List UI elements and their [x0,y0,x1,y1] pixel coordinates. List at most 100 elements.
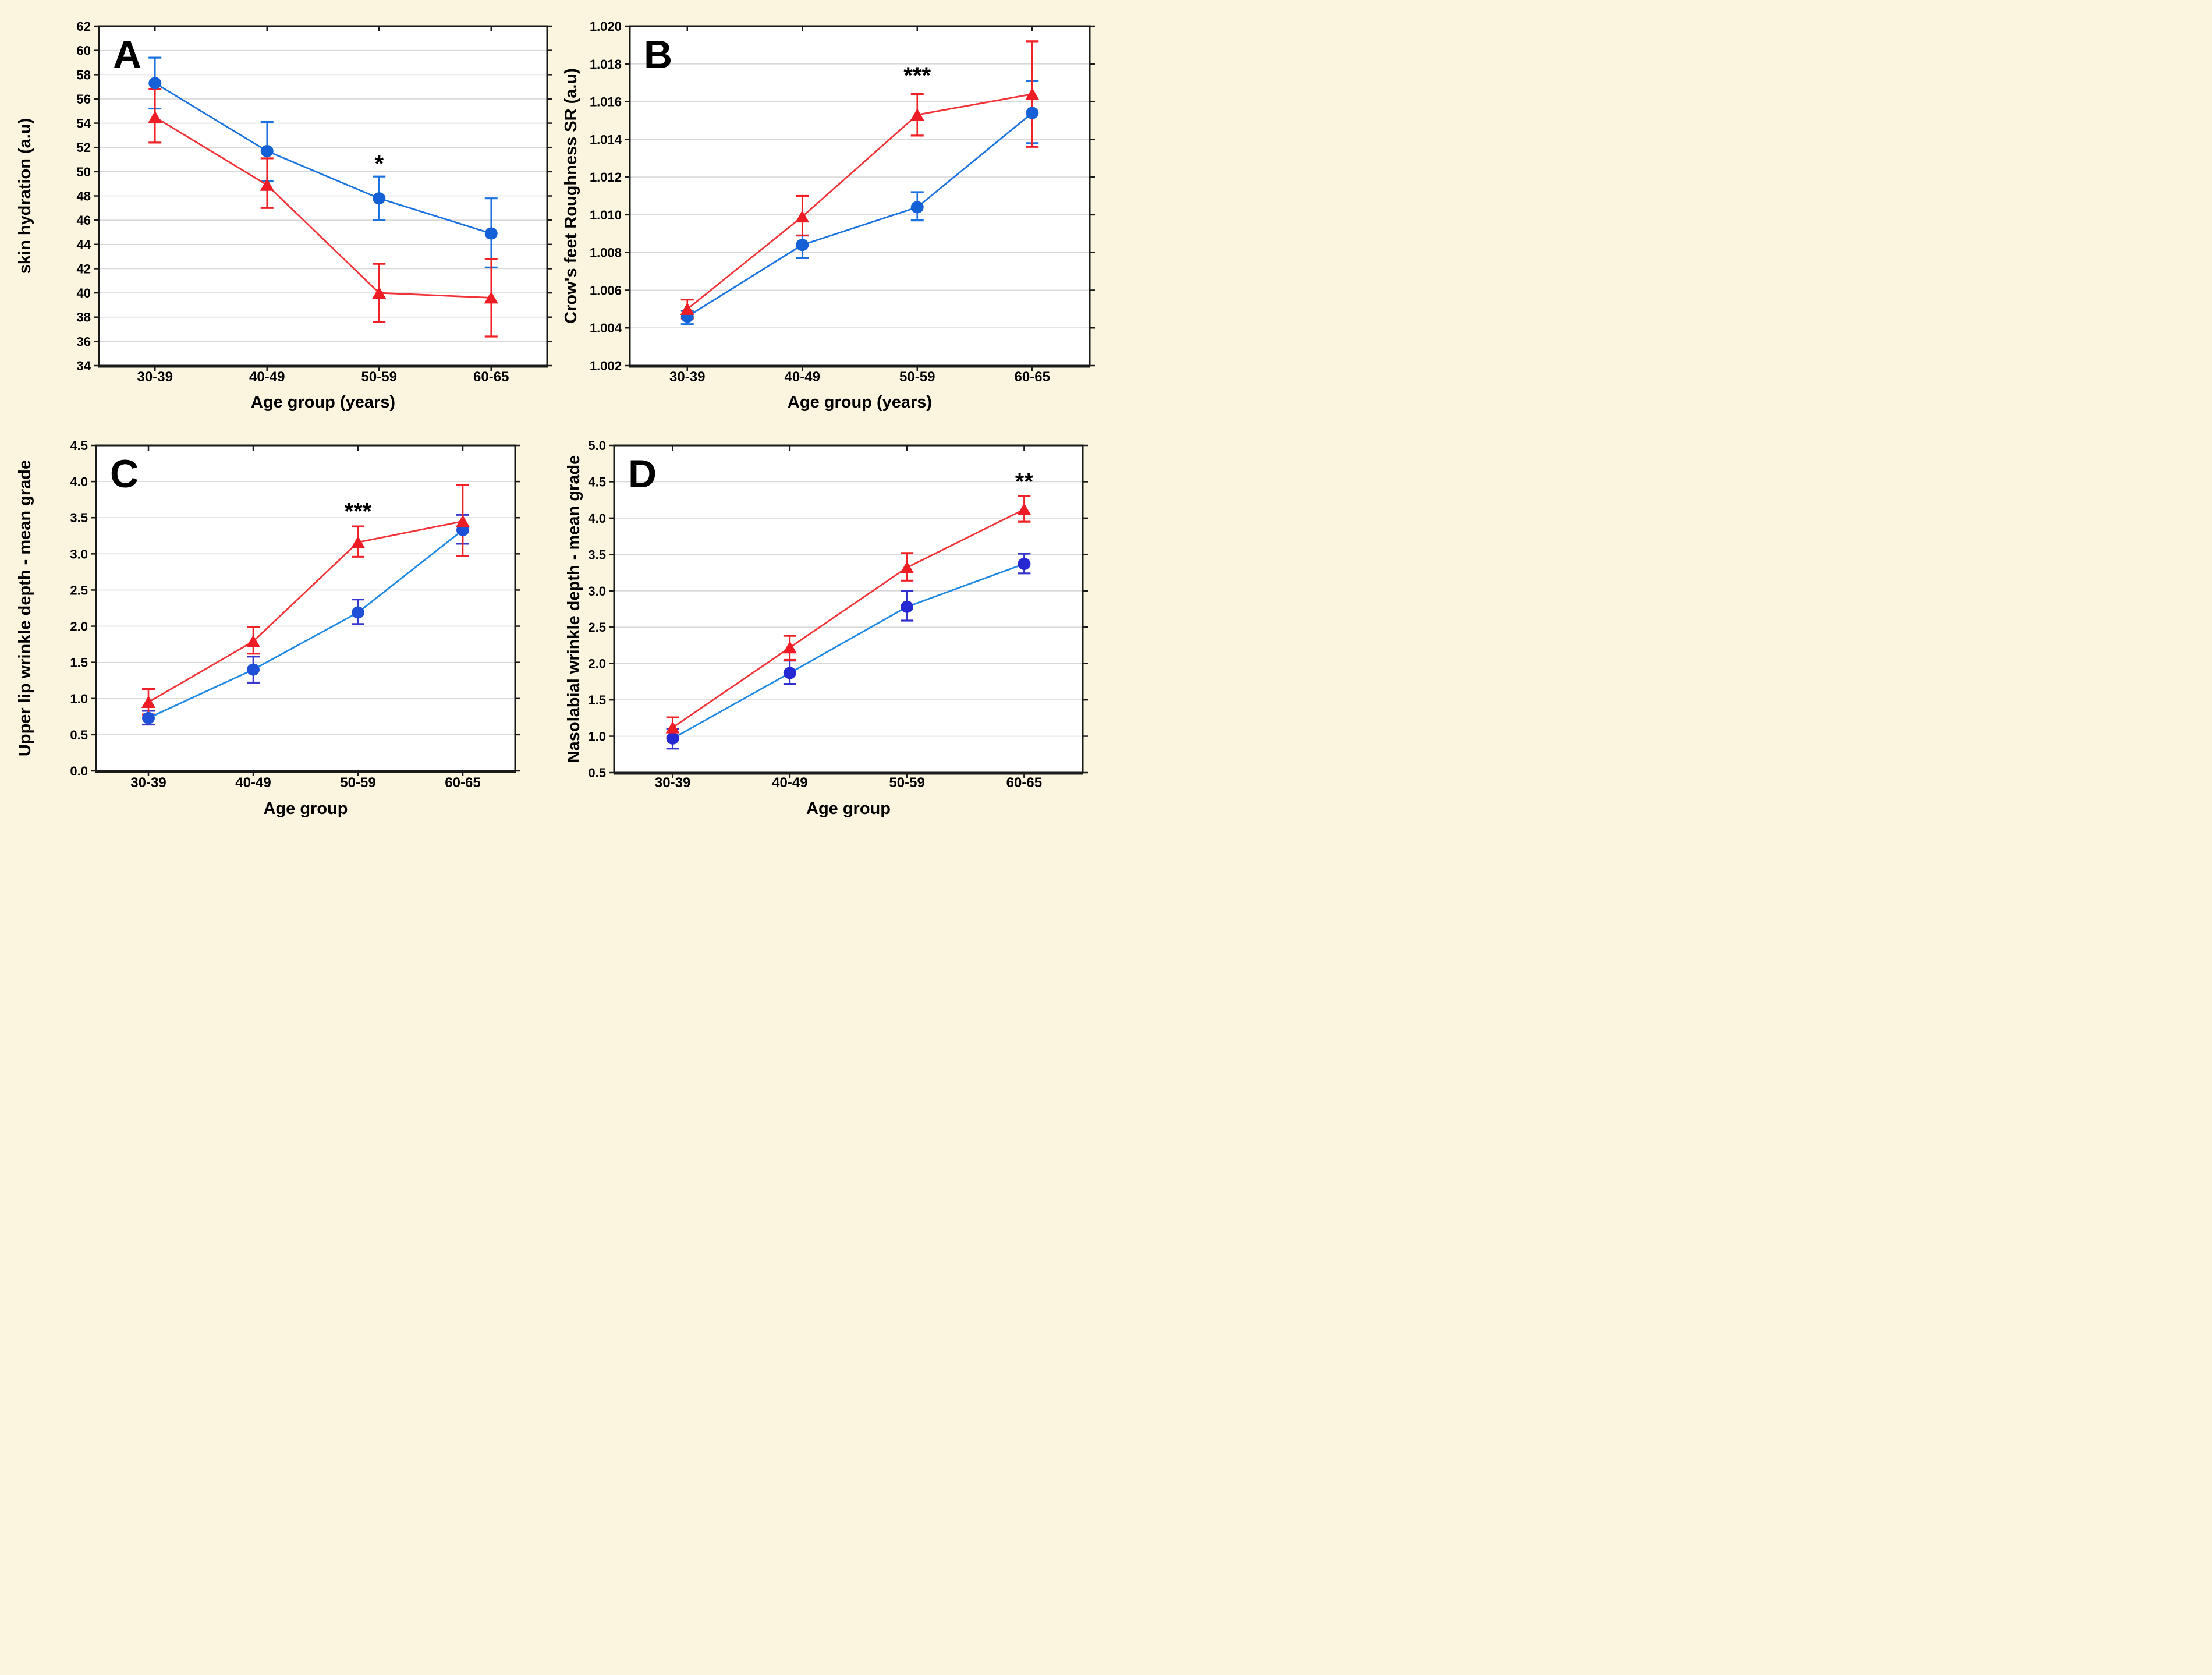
y-tick-label: 1.006 [590,283,622,298]
panel-b-crows-feet-roughness: 1.002 1.004 1.006 1.008 1.010 1.012 1.014 1.016… [553,0,1106,419]
x-tick-label: 40-49 [235,775,271,791]
x-axis-label: Age group (years) [788,393,932,412]
data-point-circle [247,663,260,676]
series-line-red-triangles [148,520,463,703]
y-tick-label: 2.0 [588,657,606,671]
data-point-triangle [260,178,274,191]
y-tick-label: 4.5 [70,438,88,453]
y-tick-label: 0.5 [70,728,88,742]
y-tick-label: 1.004 [590,321,622,335]
data-point-triangle [141,695,155,708]
x-tick-labels: 30-39 40-49 50-59 60-65 [655,775,1042,791]
y-tick-label: 5.0 [588,438,606,453]
series-line-blue-circles [687,112,1033,317]
significance-marker: *** [903,63,931,88]
y-tick-labels: 0.0 0.5 1.0 1.5 2.0 2.5 3.0 3.5 4.0 4.5 [70,438,88,778]
markers-red-triangles [680,87,1040,315]
data-point-triangle [795,210,810,223]
y-tick-label: 1.016 [590,95,622,109]
data-point-triangle [1025,87,1040,100]
y-tick-label: 2.5 [70,583,88,597]
data-point-triangle [910,108,924,121]
markers-blue-circles [148,77,498,240]
series-line-blue-circles [148,529,463,719]
y-tick-label: 1.5 [70,656,88,670]
y-tick-label: 3.0 [588,584,606,599]
y-tick-label: 4.5 [588,474,606,489]
data-point-circle [484,227,498,240]
y-tick-labels: 1.002 1.004 1.006 1.008 1.010 1.012 1.014 1.016… [590,19,622,373]
y-tick-label: 50 [77,165,91,179]
data-point-circle [373,192,386,205]
y-tick-label: 1.018 [590,57,622,72]
markers-red-triangles [665,502,1031,734]
data-point-circle [783,667,796,679]
data-point-triangle [900,561,914,573]
x-axis-label: Age group [264,799,348,818]
data-point-triangle [148,111,162,123]
y-tick-label: 1.010 [590,208,622,222]
panel-letter: A [113,33,141,77]
x-tick-label: 30-39 [137,369,173,385]
series-line-red-triangles [672,508,1025,728]
plot-area [96,445,515,771]
x-tick-label: 40-49 [785,369,820,385]
data-point-circle [910,201,924,214]
data-point-circle [260,144,274,157]
x-tick-label: 50-59 [899,369,935,385]
y-tick-label: 54 [77,116,91,131]
significance-marker: ** [1015,469,1034,495]
y-tick-label: 2.0 [70,619,88,634]
y-axis-label: Crow's feet Roughness SR (a.u) [562,68,580,324]
y-tick-label: 42 [77,261,91,276]
data-point-triangle [246,635,260,647]
y-tick-label: 1.5 [588,693,606,707]
y-tick-labels: 34 36 38 40 42 44 46 48 50 52 54 56 58 60 62 [77,19,91,373]
data-point-circle [352,606,364,619]
x-axis-label: Age group (years) [251,393,395,412]
x-tick-label: 60-65 [1006,775,1042,791]
y-tick-label: 3.5 [70,511,88,525]
y-tick-labels: 0.5 1.0 1.5 2.0 2.5 3.0 3.5 4.0 4.5 5.0 [588,438,606,780]
data-point-triangle [351,536,365,548]
y-axis-label: Nasolabial wrinkle depth - mean grade [565,455,583,763]
y-tick-label: 1.008 [590,246,622,260]
chart-c: 0.0 0.5 1.0 1.5 2.0 2.5 3.0 3.5 4.0 4.5 30-39 40-49… [16,438,520,818]
y-tick-label: 48 [77,189,91,204]
significance-marker: * [374,151,384,176]
x-tick-label: 50-59 [340,775,375,791]
x-tick-label: 30-39 [130,775,166,791]
panel-letter: D [628,452,657,496]
data-point-triangle [680,302,694,315]
x-tick-label: 50-59 [361,369,397,385]
y-tick-label: 3.5 [588,547,606,562]
x-tick-labels: 30-39 40-49 50-59 60-65 [137,369,509,385]
data-point-triangle [456,515,470,527]
y-tick-label: 34 [77,359,91,373]
data-point-triangle [1017,502,1031,515]
y-tick-label: 38 [77,310,91,325]
y-tick-label: 58 [77,68,91,82]
panel-letter: C [110,452,139,496]
series-line-red-triangles [154,116,491,299]
y-tick-label: 1.002 [590,359,622,373]
y-tick-label: 1.012 [590,170,622,185]
data-point-circle [142,711,155,724]
significance-marker: *** [345,498,372,524]
y-tick-label: 1.0 [70,692,88,706]
plot-area [614,445,1083,773]
y-tick-label: 2.5 [588,620,606,635]
data-point-circle [1026,107,1039,119]
y-tick-label: 1.014 [590,132,622,147]
x-tick-label: 60-65 [473,369,509,385]
y-tick-label: 1.0 [588,730,606,744]
panel-d-nasolabial-wrinkle: 0.5 1.0 1.5 2.0 2.5 3.0 3.5 4.0 4.5 5.0 30-39 40-49… [553,419,1106,838]
series-line-blue-circles [672,563,1025,739]
x-tick-labels: 30-39 40-49 50-59 60-65 [669,369,1050,385]
x-tick-label: 40-49 [249,369,285,385]
data-point-triangle [484,291,498,304]
y-tick-label: 40 [77,286,91,300]
markers-blue-circles [666,558,1031,745]
x-tick-label: 60-65 [1015,369,1050,385]
y-tick-label: 60 [77,44,91,58]
